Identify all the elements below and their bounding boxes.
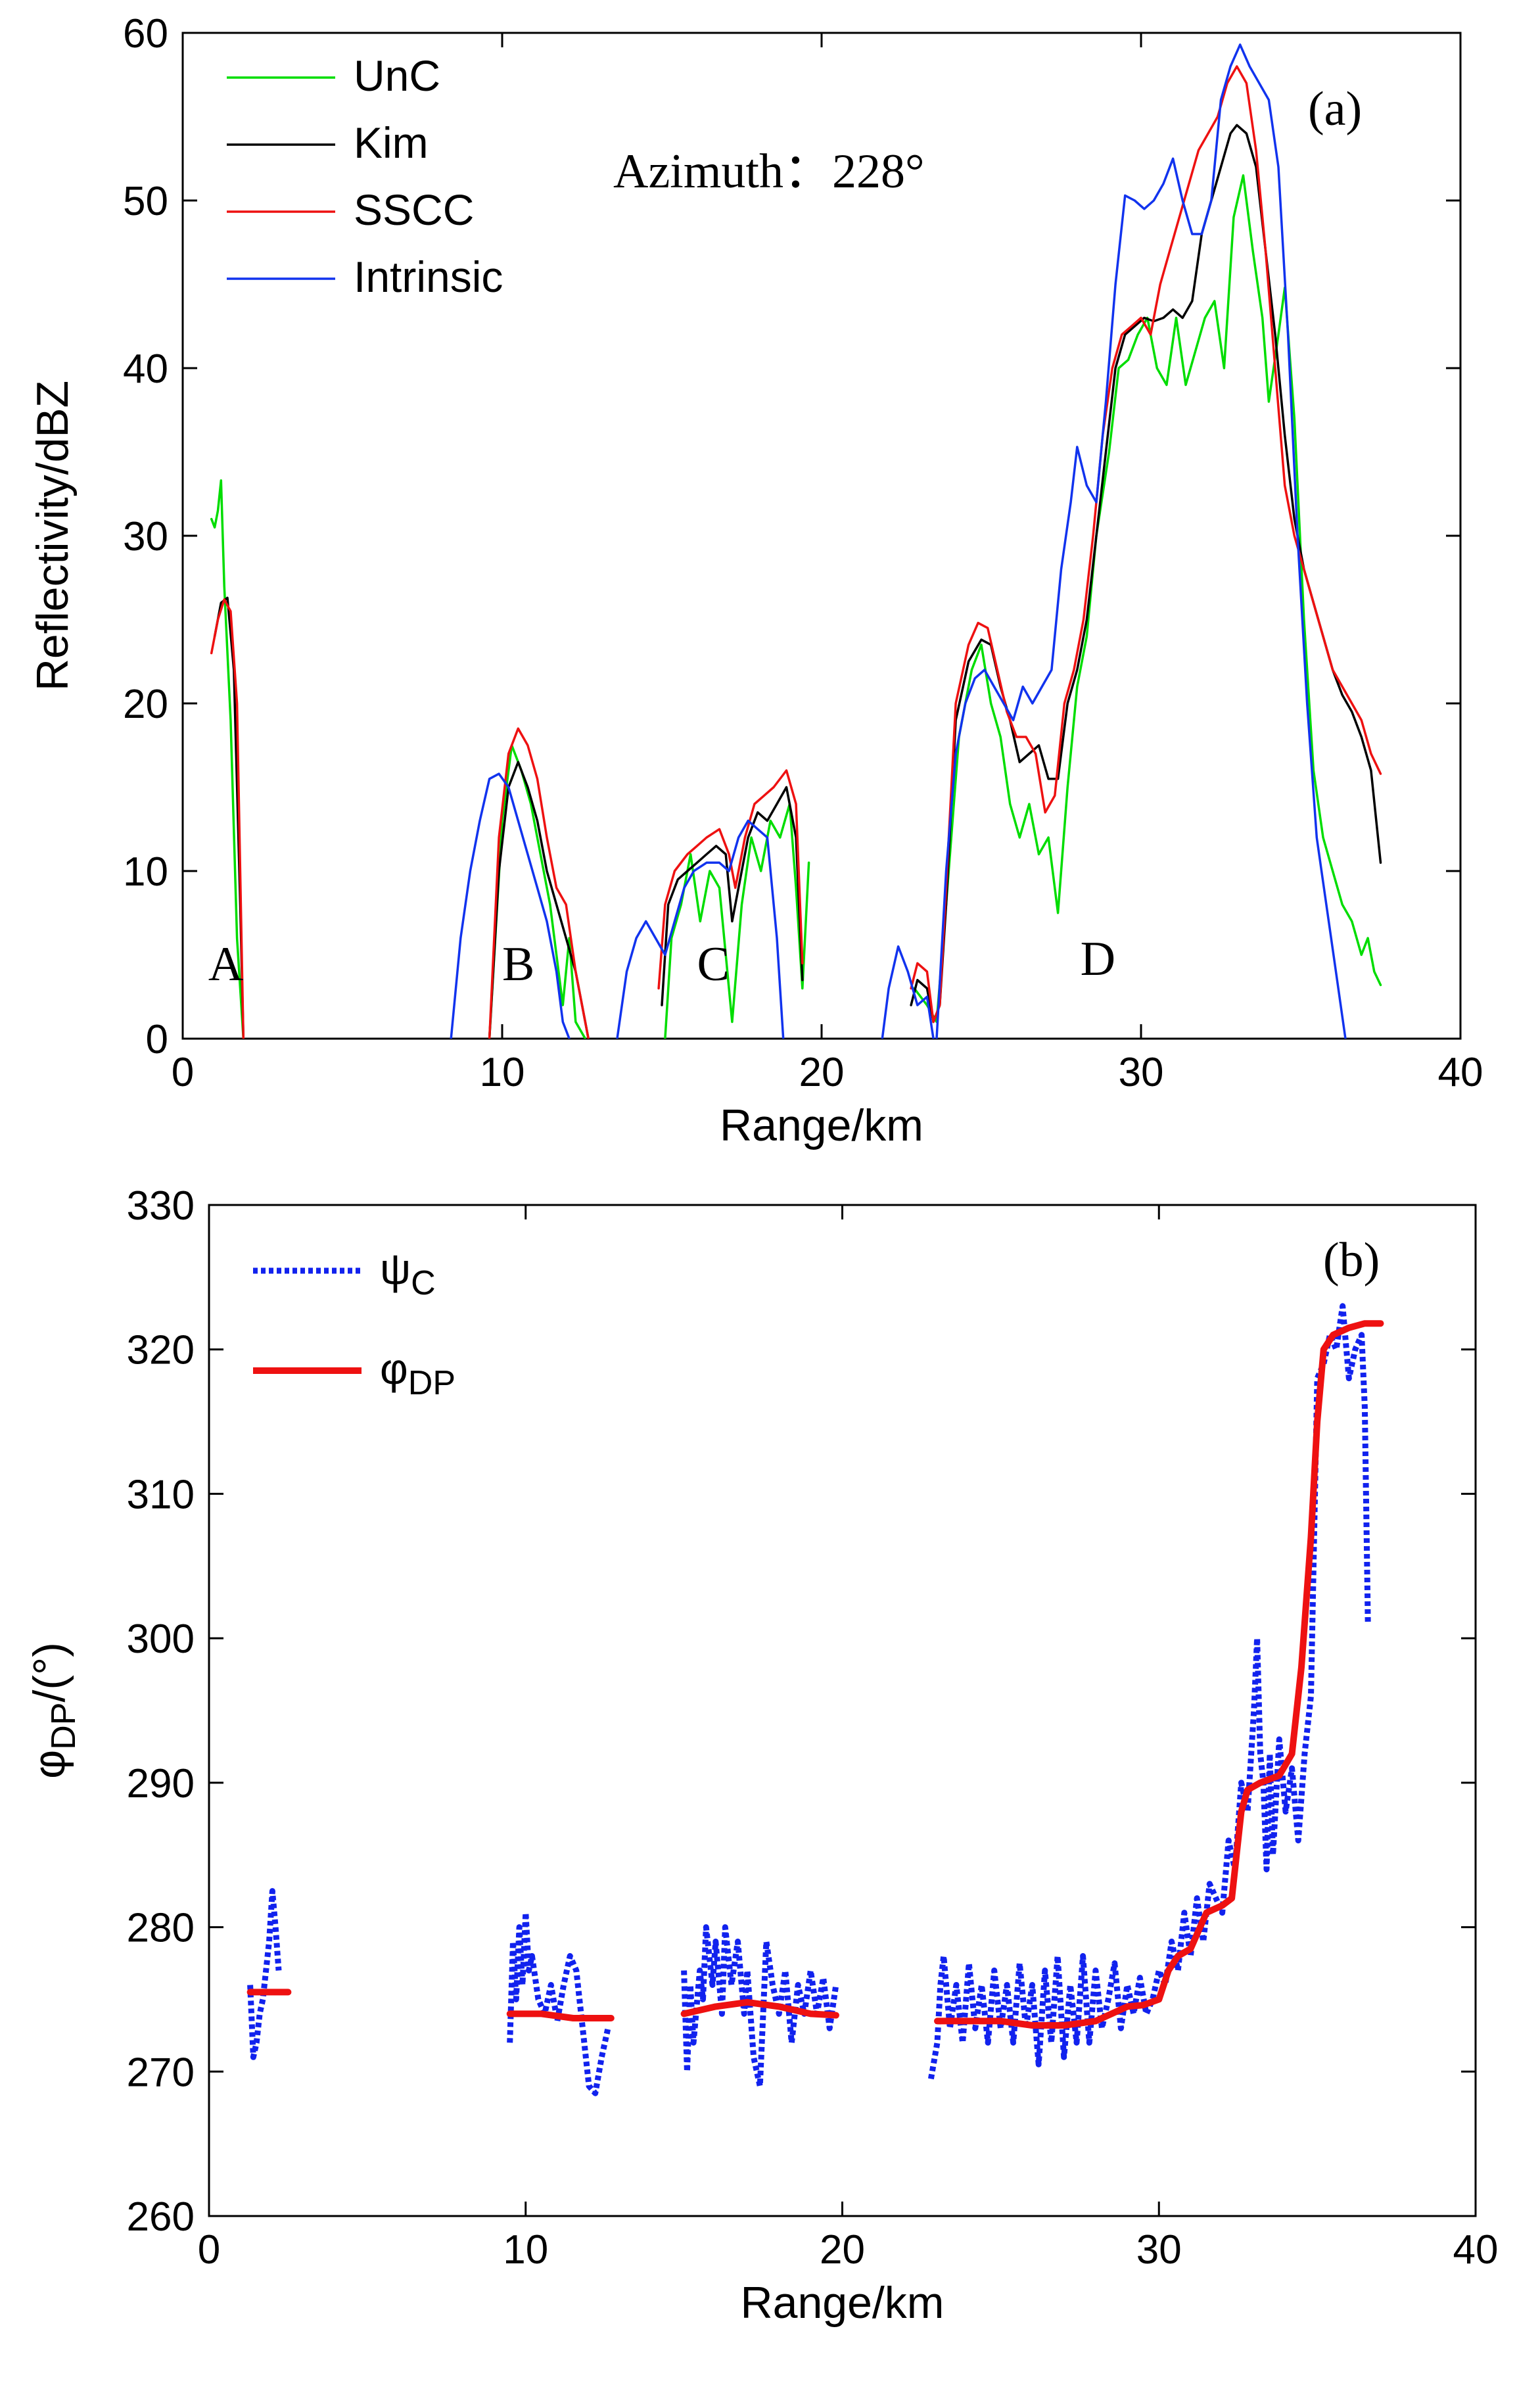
y-tick-label: 290 <box>127 1761 195 1806</box>
region-label: A <box>208 937 243 991</box>
x-tick-label: 40 <box>1453 2227 1499 2273</box>
y-axis-label: φDP/(°) <box>24 1642 83 1779</box>
x-tick-label: 30 <box>1119 1050 1164 1095</box>
series-line-2 <box>506 2010 615 2021</box>
y-tick-label: 280 <box>127 1906 195 1951</box>
series-line-3 <box>657 769 804 990</box>
series-line-1 <box>210 479 245 1039</box>
legend-label: φDP <box>380 1344 455 1402</box>
legend-label: ψC <box>380 1244 436 1302</box>
panel-a: 0 10 20 30 40 0 10 20 30 40 50 60 Range/km Reflectivi… <box>28 11 1483 1150</box>
x-tick-label: 30 <box>1136 2227 1182 2273</box>
series-line-3 <box>210 598 245 1039</box>
y-tick-label: 10 <box>123 849 168 895</box>
y-tick-label: 50 <box>123 179 168 224</box>
series-line-3 <box>488 727 590 1039</box>
y-tick-label: 320 <box>127 1328 195 1373</box>
series-layer <box>246 1303 1384 2096</box>
series-layer <box>210 43 1382 1039</box>
x-tick-label: 10 <box>503 2227 548 2273</box>
x-tick-label: 10 <box>480 1050 525 1095</box>
series-line-1 <box>507 1910 611 2096</box>
legend: ψC φDP <box>253 1244 455 1402</box>
region-label: B <box>502 937 534 991</box>
series-line-3 <box>910 65 1382 1024</box>
series-line-2 <box>910 124 1382 1024</box>
y-tick-label: 60 <box>123 11 168 57</box>
series-line-4 <box>935 43 1347 1039</box>
series-line-1 <box>927 1303 1371 2080</box>
x-tick-label: 0 <box>198 2227 220 2273</box>
series-line-1 <box>664 803 810 1039</box>
panel-label: (a) <box>1308 82 1362 136</box>
region-label: D <box>1081 932 1115 986</box>
x-tick-label: 20 <box>799 1050 845 1095</box>
series-line-1 <box>681 1924 839 2089</box>
x-tick-label: 20 <box>820 2227 865 2273</box>
x-tick-label: 0 <box>172 1050 194 1095</box>
series-line-1 <box>913 174 1382 1024</box>
y-tick-label: 310 <box>127 1472 195 1517</box>
region-label: C <box>697 937 729 991</box>
series-line-4 <box>616 819 785 1039</box>
series-line-2 <box>934 1320 1384 2029</box>
y-tick-label: 20 <box>123 682 168 727</box>
y-axis-label: Reflectivity/dBZ <box>28 381 78 691</box>
y-tick-label: 40 <box>123 346 168 392</box>
y-tick-label: 0 <box>146 1017 168 1062</box>
series-line-2 <box>661 786 804 1006</box>
legend-label: Intrinsic <box>354 252 503 301</box>
legend-label: UnC <box>354 51 440 100</box>
legend-label: Kim <box>354 118 429 167</box>
y-tick-label: 270 <box>127 2050 195 2095</box>
x-axis-label: Range/km <box>720 1100 923 1150</box>
legend-label: SSCC <box>354 185 474 234</box>
series-line-4 <box>881 945 935 1039</box>
series-line-4 <box>450 772 571 1039</box>
y-tick-label: 330 <box>127 1183 195 1229</box>
legend: UnC Kim SSCC Intrinsic <box>227 51 503 301</box>
x-tick-label: 40 <box>1438 1050 1483 1095</box>
y-tick-label: 30 <box>123 514 168 559</box>
y-tick-label: 260 <box>127 2194 195 2240</box>
plot-frame <box>208 1204 1477 2217</box>
azimuth-annotation: Azimuth：228° <box>613 145 925 199</box>
x-axis-label: Range/km <box>741 2278 945 2328</box>
panel-label: (b) <box>1323 1233 1380 1287</box>
series-line-1 <box>247 1888 282 2060</box>
series-line-2 <box>680 1998 839 2019</box>
y-tick-label: 300 <box>127 1616 195 1662</box>
panel-b: 0 10 20 30 40 260 270 280 290 300 310 320 330 Range/k… <box>24 1183 1498 2328</box>
